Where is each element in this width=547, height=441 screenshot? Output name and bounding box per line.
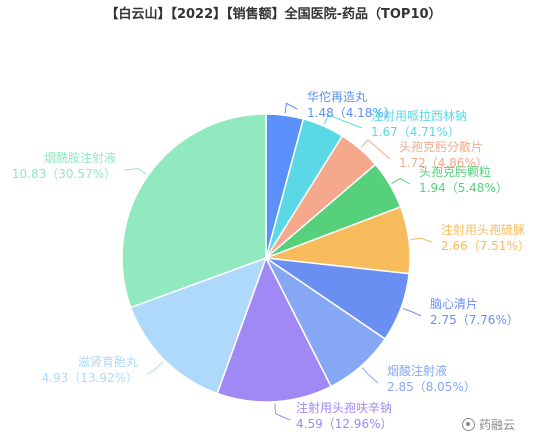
leader-line	[362, 367, 379, 384]
slice-name-label: 头孢克肟分散片	[399, 139, 483, 154]
slice-value-label: 1.72（4.86%）	[399, 156, 488, 170]
leader-line	[391, 177, 411, 185]
leader-line	[284, 102, 298, 114]
slice-value-label: 4.93（13.92%）	[42, 371, 138, 385]
leader-line	[323, 114, 363, 129]
slice-name-label: 烟酰胺注射液	[44, 150, 116, 165]
slice-name-label: 烟酸注射液	[387, 363, 447, 378]
leader-line	[147, 361, 164, 375]
slice-value-label: 2.75（7.76%）	[430, 313, 519, 327]
labels-layer: 华佗再造丸 1.48（4.18%）注射用哌拉西林钠 1.67（4.71%）头孢克肟分…	[12, 89, 530, 431]
chart-title: 【白云山】【2022】【销售额】全国医院-药品（TOP10）	[105, 7, 442, 22]
slice-value-label: 2.66（7.51%）	[441, 239, 530, 253]
pie-slice	[216, 256, 333, 403]
leader-line	[123, 168, 147, 175]
slices-layer	[121, 113, 411, 403]
leader-line	[410, 237, 433, 243]
slice-value-label: 1.48（4.18%）	[307, 106, 396, 120]
watermark: 药融云	[462, 413, 544, 435]
slice-name-label: 注射用哌拉西林钠	[371, 108, 467, 123]
radar-icon	[462, 417, 475, 431]
slice-name-label: 脑心清片	[430, 297, 478, 311]
leader-lines-layer	[123, 102, 433, 421]
slice-name-label: 头孢克肟颗粒	[419, 164, 491, 179]
leader-line	[360, 139, 391, 160]
slice-value-label: 2.85（8.05%）	[387, 380, 476, 394]
slice-value-label: 10.83（30.57%）	[12, 167, 116, 181]
slice-name-label: 华佗再造丸	[307, 89, 367, 104]
leader-line	[402, 308, 422, 317]
pie-slice	[129, 256, 268, 395]
slice-name-label: 注射用头孢呋辛钠	[296, 400, 392, 415]
slice-value-label: 4.59（12.96%）	[296, 417, 392, 431]
slice-value-label: 1.67（4.71%）	[371, 125, 460, 139]
slice-value-label: 1.94（5.48%）	[419, 181, 508, 195]
watermark-text: 药融云	[479, 417, 516, 432]
pie-slice	[121, 113, 267, 309]
slice-name-label: 滋肾育胎丸	[78, 354, 138, 369]
slice-name-label: 注射用头孢硫脒	[441, 222, 525, 237]
leader-line	[274, 403, 291, 421]
